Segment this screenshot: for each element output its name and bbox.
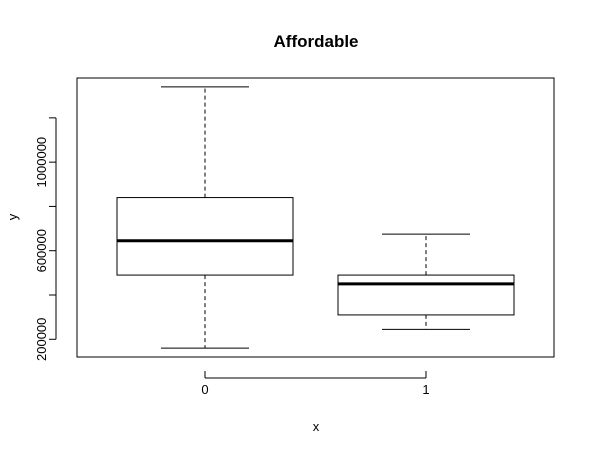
iqr-box <box>337 274 515 316</box>
iqr-box <box>116 197 294 276</box>
box-group-1 <box>337 233 515 330</box>
chart-title: Affordable <box>274 32 359 51</box>
y-tick-label: 600000 <box>34 229 49 272</box>
y-tick-label: 1000000 <box>34 137 49 188</box>
y-tick-label: 200000 <box>34 318 49 361</box>
x-tick-label: 0 <box>201 382 208 397</box>
boxes <box>116 86 515 349</box>
y-axis-label: y <box>5 213 20 220</box>
box-group-0 <box>116 86 294 349</box>
x-tick-label: 1 <box>422 382 429 397</box>
x-axis-label: x <box>313 419 320 434</box>
y-axis: 200000 600000 1000000 <box>34 117 57 361</box>
plot-frame <box>76 77 555 358</box>
